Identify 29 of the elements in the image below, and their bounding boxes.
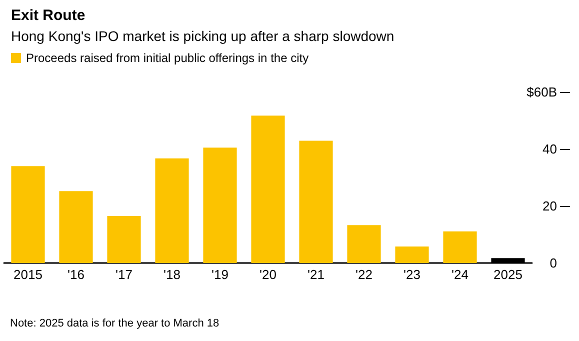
x-tick-label: '16 <box>68 267 84 282</box>
bar <box>155 158 189 263</box>
y-tick-label: 20 <box>542 198 557 214</box>
bar <box>395 246 429 263</box>
bar <box>347 225 381 263</box>
y-tick-label: $60B <box>526 84 557 100</box>
x-tick-label: 2015 <box>14 267 42 282</box>
x-tick-label: 2025 <box>494 267 522 282</box>
bar <box>251 116 285 263</box>
x-tick-label: '23 <box>404 267 420 282</box>
chart-title: Exit Route <box>11 7 86 24</box>
bar <box>107 216 141 263</box>
bar <box>59 191 93 263</box>
bar <box>203 148 237 263</box>
x-tick-label: '21 <box>308 267 324 282</box>
x-tick-label: '17 <box>116 267 132 282</box>
y-tick-label: 40 <box>542 142 557 156</box>
chart-subtitle: Hong Kong's IPO market is picking up after a sharp slowdown <box>11 28 394 44</box>
bar <box>299 140 333 263</box>
x-tick-label: '19 <box>212 267 228 282</box>
x-tick-label: '22 <box>356 267 372 282</box>
bar <box>443 231 477 263</box>
x-tick-label: '18 <box>164 267 180 282</box>
bar <box>11 166 45 263</box>
x-tick-label: '20 <box>260 267 276 282</box>
y-tick-label: 0 <box>550 256 557 270</box>
legend-label: Proceeds raised from initial public offerings in the city <box>26 51 309 65</box>
x-tick-label: '24 <box>452 267 468 282</box>
text: Note: 2025 data is for the year to March 18 <box>10 318 220 330</box>
